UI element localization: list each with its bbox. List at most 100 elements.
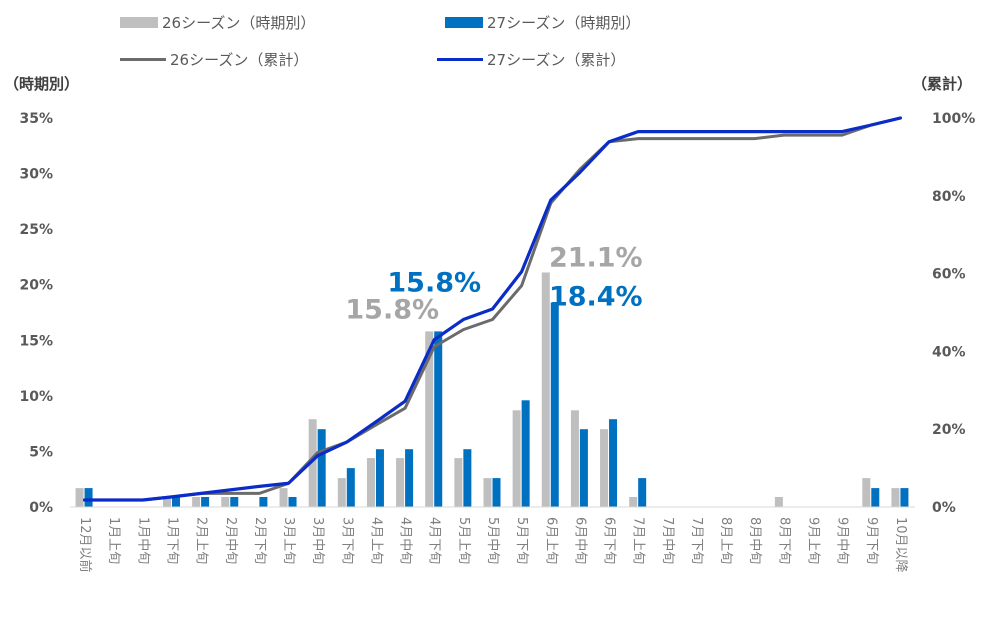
bar-27-9 — [346, 468, 355, 507]
bar-27-17 — [579, 429, 588, 507]
bar-26-13 — [454, 458, 463, 507]
bar-26-15 — [512, 410, 521, 507]
x-tick-label: 5月中旬 — [485, 517, 500, 564]
y-left-tick-label: 20% — [19, 278, 53, 294]
y-right-tick-label: 80% — [932, 189, 966, 205]
x-tick-label: 7月下旬 — [689, 517, 704, 564]
legend-item-27-cumulative: 27シーズン（累計） — [437, 49, 625, 70]
line-26-cumulative — [83, 116, 902, 502]
legend-swatch-26-period — [120, 17, 158, 28]
bar-26-4 — [192, 496, 201, 507]
y-right-tick-label: 100% — [932, 111, 975, 127]
bar-27-14 — [492, 478, 501, 507]
bar-27-5 — [230, 496, 239, 507]
axes-layer: 0% 5% 10% 15% 20% 25% 30% 35% 0% 20% 40% 60% 80% 100%… — [19, 111, 975, 573]
y-left-tick-label: 10% — [19, 389, 53, 405]
y-left-tick-label: 0% — [29, 500, 53, 516]
x-tick-label: 4月下旬 — [427, 517, 442, 564]
x-tick-label: 5月下旬 — [514, 517, 529, 564]
bar-27-7 — [288, 496, 297, 507]
x-tick-label: 6月上旬 — [543, 517, 558, 564]
x-tick-label: 5月上旬 — [456, 517, 471, 564]
bar-26-10 — [366, 458, 375, 507]
x-tick-label: 8月下旬 — [776, 517, 791, 564]
data-label-annotation: 21.1% — [549, 242, 643, 273]
bar-26-9 — [337, 478, 346, 507]
legend-label-27-cumulative: 27シーズン（累計） — [487, 51, 626, 69]
bars-layer — [75, 272, 909, 507]
bar-27-4 — [201, 496, 210, 507]
bar-26-16 — [541, 272, 550, 507]
x-tick-label: 2月上旬 — [194, 517, 209, 564]
bar-27-3 — [171, 496, 180, 507]
x-tick-label: 12月以前 — [77, 517, 93, 573]
x-tick-label: 1月中旬 — [135, 517, 150, 564]
x-tick-label: 3月上旬 — [281, 517, 296, 564]
bar-26-18 — [600, 429, 609, 507]
legend-label-27-period: 27シーズン（時期別） — [487, 14, 641, 32]
y-left-tick-label: 30% — [19, 167, 53, 183]
bar-26-27 — [862, 478, 871, 507]
bar-26-7 — [279, 488, 288, 507]
legend-swatch-27-period — [445, 17, 483, 28]
bar-26-28 — [891, 488, 900, 507]
x-tick-label: 7月上旬 — [631, 517, 646, 564]
data-label-annotation: 15.8% — [387, 267, 481, 298]
bar-26-17 — [570, 410, 579, 507]
x-tick-label: 9月下旬 — [864, 517, 879, 564]
x-tick-label: 7月中旬 — [660, 517, 675, 564]
y-left-tick-label: 15% — [19, 333, 53, 349]
x-tick-label: 1月下旬 — [164, 517, 179, 564]
bar-26-5 — [221, 496, 230, 507]
x-tick-label: 6月中旬 — [572, 517, 587, 564]
legend-label-26-period: 26シーズン（時期別） — [162, 14, 316, 32]
y-left-tick-label: 5% — [29, 444, 53, 460]
y-right-tick-label: 40% — [932, 344, 966, 360]
bar-26-19 — [629, 496, 638, 507]
bar-27-0 — [84, 488, 93, 507]
legend-item-26-cumulative: 26シーズン（累計） — [120, 49, 308, 70]
y-right-tick-label: 20% — [932, 422, 966, 438]
y-right-tick-label: 60% — [932, 267, 966, 283]
bar-26-8 — [308, 419, 317, 507]
bar-27-16 — [550, 302, 559, 507]
right-axis-title: （累計） — [912, 75, 973, 93]
x-tick-label: 2月下旬 — [252, 517, 267, 564]
x-tick-label: 9月中旬 — [835, 517, 850, 564]
data-label-annotation: 18.4% — [549, 281, 643, 312]
x-tick-label: 8月上旬 — [718, 517, 733, 564]
bar-26-0 — [75, 488, 84, 507]
x-tick-label: 4月中旬 — [398, 517, 413, 564]
left-axis-title: （時期別） — [4, 75, 80, 93]
x-tick-label: 3月下旬 — [339, 517, 354, 564]
bar-27-27 — [871, 488, 880, 507]
bar-27-19 — [638, 478, 647, 507]
bar-26-14 — [483, 478, 492, 507]
data-label-annotation: 15.8% — [345, 294, 439, 325]
bar-27-12 — [434, 331, 443, 507]
x-tick-label: 9月上旬 — [806, 517, 821, 564]
x-tick-label: 3月中旬 — [310, 517, 325, 564]
legend-swatch-27-cumulative — [437, 58, 483, 61]
legend-label-26-cumulative: 26シーズン（累計） — [170, 51, 309, 69]
x-tick-label: 2月中旬 — [223, 517, 238, 564]
legend-item-27-period: 27シーズン（時期別） — [445, 12, 640, 33]
bar-27-11 — [405, 449, 414, 507]
bar-26-11 — [396, 458, 405, 507]
y-left-tick-label: 25% — [19, 222, 53, 238]
y-left-tick-label: 35% — [19, 111, 53, 127]
x-tick-label: 4月上旬 — [368, 517, 383, 564]
bar-27-10 — [375, 449, 384, 507]
annotations-layer: 15.8%15.8% 21.1% 18.4% — [345, 242, 642, 325]
bar-27-28 — [900, 488, 909, 507]
bar-27-15 — [521, 400, 530, 507]
bar-26-3 — [162, 496, 171, 507]
y-right-tick-label: 0% — [932, 500, 956, 516]
x-tick-label: 1月上旬 — [106, 517, 121, 564]
legend-swatch-26-cumulative — [120, 58, 166, 61]
x-tick-label: 10月以降 — [893, 517, 908, 573]
x-tick-label: 6月下旬 — [602, 517, 617, 564]
bar-27-13 — [463, 449, 472, 507]
lines-layer — [82, 116, 903, 502]
